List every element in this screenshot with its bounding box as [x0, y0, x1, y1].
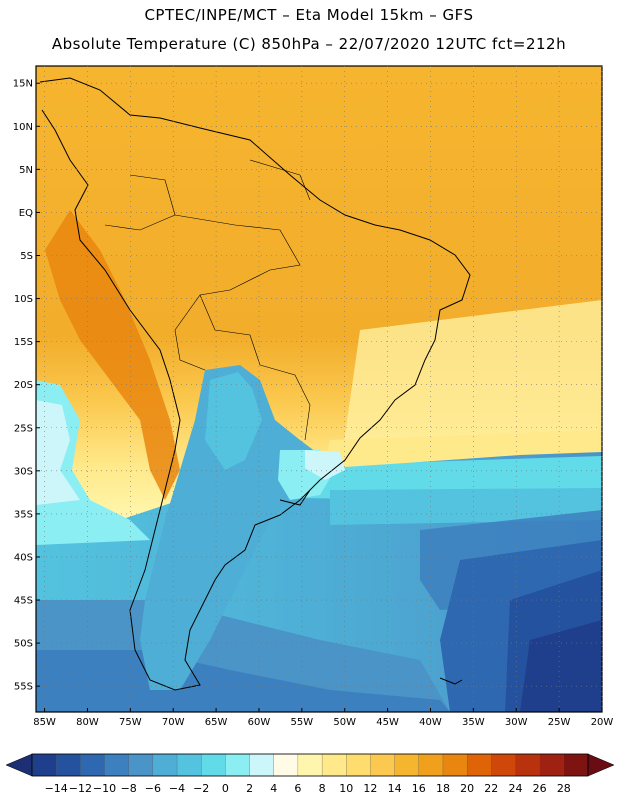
colorbar-label: −14	[45, 782, 68, 795]
colorbar-label: 8	[319, 782, 326, 795]
colorbar-label: 12	[363, 782, 377, 795]
colorbar-swatch	[539, 753, 565, 777]
colorbar-swatch	[466, 753, 492, 777]
colorbar-swatch	[418, 753, 444, 777]
colorbar-swatch	[491, 753, 516, 777]
colorbar-swatch	[225, 753, 251, 777]
temperature-field	[36, 66, 602, 712]
country-borders	[104, 159, 311, 441]
colorbar-label: −4	[169, 782, 185, 795]
lat-tick-label: 5S	[20, 251, 33, 262]
colorbar-swatch	[80, 753, 105, 777]
lon-tick-label: 40W	[419, 717, 442, 728]
colorbar-label: 10	[339, 782, 353, 795]
colorbar-swatch	[56, 753, 81, 777]
colorbar-label: −6	[145, 782, 161, 795]
colorbar-under-arrow	[5, 753, 33, 777]
lat-tick-label: 50S	[14, 639, 33, 650]
colorbar-label: 28	[557, 782, 571, 795]
lon-tick-label: 65W	[205, 717, 228, 728]
colorbar-swatch	[104, 753, 130, 777]
colorbar-label: −8	[121, 782, 137, 795]
colorbar-label: 2	[246, 782, 253, 795]
lon-tick-label: 25W	[548, 717, 571, 728]
lat-tick-label: EQ	[19, 208, 33, 219]
colorbar-swatch	[515, 753, 541, 777]
colorbar-label: 18	[436, 782, 450, 795]
colorbar-swatch	[370, 753, 396, 777]
colorbar-over-arrow	[587, 753, 615, 777]
latitude-tick-labels: 15N 10N 5N EQ 5S 10S 15S 20S 25S 30S 35S 40S 45S 50S 5…	[13, 79, 33, 693]
lat-tick-label: 10S	[14, 294, 33, 305]
lat-tick-label: 10N	[13, 122, 33, 133]
colorbar-swatch	[346, 753, 371, 777]
lon-tick-label: 45W	[376, 717, 399, 728]
lat-tick-label: 35S	[14, 509, 33, 520]
colorbar-swatch	[321, 753, 347, 777]
lon-tick-label: 80W	[76, 717, 99, 728]
colorbar-label: 4	[270, 782, 277, 795]
colorbar-label: 0	[222, 782, 229, 795]
colorbar-label: 14	[388, 782, 402, 795]
colorbar-swatch	[201, 753, 226, 777]
lat-tick-label: 25S	[14, 423, 33, 434]
colorbar-labels: −14 −12 −10 −8 −6 −4 −2 0 2 4 6 8 10 12 14 16 18 20 22 24 26…	[45, 782, 571, 795]
map-frame	[35, 65, 603, 713]
colorbar-swatch	[152, 753, 178, 777]
lon-tick-label: 85W	[33, 717, 56, 728]
map-title-line1: CPTEC/INPE/MCT – Eta Model 15km – GFS	[144, 6, 474, 24]
colorbar-swatch	[249, 753, 275, 777]
colorbar-label: 16	[412, 782, 426, 795]
lon-tick-label: 35W	[462, 717, 485, 728]
colorbar-swatch	[128, 753, 154, 777]
colorbar-swatch	[31, 753, 57, 777]
lat-tick-label: 5N	[19, 165, 33, 176]
colorbar-swatch	[273, 753, 299, 777]
graticule	[36, 66, 603, 712]
colorbar-outline	[31, 753, 589, 777]
colorbar-swatch	[176, 753, 202, 777]
lon-tick-label: 75W	[119, 717, 142, 728]
colorbar-label: −10	[93, 782, 116, 795]
colorbar-label: 24	[508, 782, 522, 795]
lat-tick-label: 20S	[14, 380, 33, 391]
colorbar-label: −12	[69, 782, 92, 795]
lat-tick-label: 30S	[14, 466, 33, 477]
map-title-line2: Absolute Temperature (C) 850hPa – 22/07/…	[51, 35, 567, 53]
lat-tick-label: 40S	[14, 552, 33, 563]
colorbar-swatch	[394, 753, 420, 777]
lat-tick-label: 55S	[14, 682, 33, 693]
colorbar-label: −2	[193, 782, 209, 795]
colorbar-label: 6	[294, 782, 301, 795]
lon-tick-label: 60W	[248, 717, 271, 728]
lon-tick-label: 30W	[505, 717, 528, 728]
colorbar-swatch	[297, 753, 323, 777]
lon-tick-label: 20W	[591, 717, 614, 728]
colorbar-label: 20	[460, 782, 474, 795]
coastlines	[39, 77, 471, 691]
colorbar-swatch	[442, 753, 468, 777]
lon-tick-label: 50W	[333, 717, 356, 728]
colorbar	[5, 753, 615, 777]
colorbar-label: 22	[484, 782, 498, 795]
colorbar-label: 26	[533, 782, 547, 795]
lat-tick-label: 15N	[13, 79, 33, 90]
lat-tick-label: 45S	[14, 596, 33, 607]
lat-tick-label: 15S	[14, 337, 33, 348]
longitude-tick-labels: 85W 80W 75W 70W 65W 60W 55W 50W 45W 40W 35W 30W 25W 2…	[33, 717, 613, 728]
lon-tick-label: 70W	[162, 717, 185, 728]
colorbar-swatch	[563, 753, 589, 777]
lon-tick-label: 55W	[291, 717, 314, 728]
